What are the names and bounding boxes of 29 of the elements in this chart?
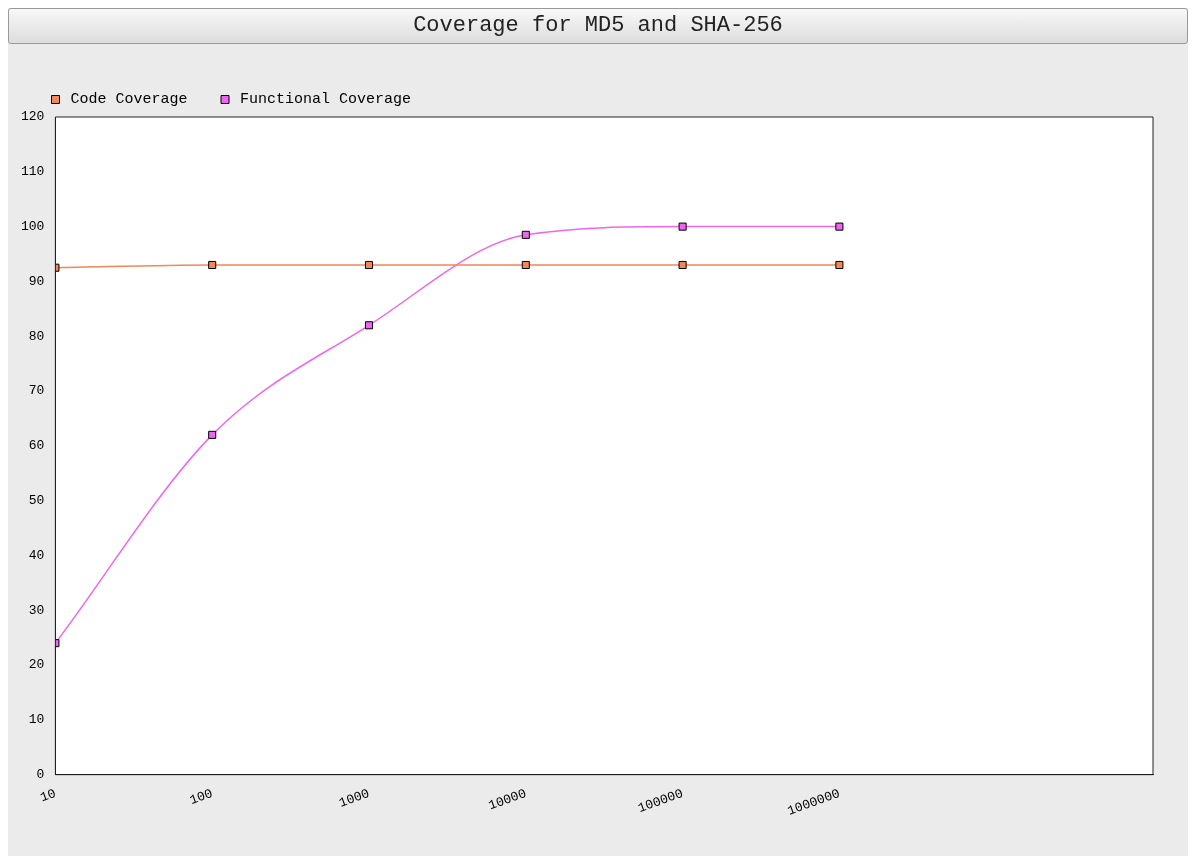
y-tick-label: 50 bbox=[28, 493, 45, 509]
x-tick-label: 1000 bbox=[337, 785, 372, 811]
point bbox=[835, 260, 844, 270]
y-tick-label: 40 bbox=[28, 547, 45, 563]
y-tick-label: 30 bbox=[28, 602, 45, 618]
point bbox=[678, 222, 687, 231]
point bbox=[208, 260, 217, 270]
x-tick-label: 10000 bbox=[486, 785, 529, 814]
y-tick-label: 80 bbox=[28, 328, 45, 344]
x-tick-label: 100 bbox=[187, 785, 215, 808]
y-tick-label: 110 bbox=[21, 164, 45, 180]
point bbox=[521, 230, 530, 239]
y-tick-label: 120 bbox=[21, 109, 45, 125]
y-tick-label: 100 bbox=[21, 219, 45, 235]
y-tick-label: 10 bbox=[28, 712, 45, 728]
point bbox=[364, 321, 374, 330]
y-tick-label: 0 bbox=[36, 767, 45, 783]
point bbox=[678, 260, 687, 270]
y-tick-label: 20 bbox=[28, 657, 45, 673]
chart-title: Coverage for MD5 and SHA-256 bbox=[8, 8, 1188, 44]
y-tick-label: 70 bbox=[28, 383, 45, 399]
point bbox=[521, 260, 530, 270]
point bbox=[208, 430, 217, 439]
legend-label: Functional Coverage bbox=[240, 91, 412, 109]
y-tick-label: 90 bbox=[28, 273, 45, 289]
point bbox=[835, 222, 844, 231]
legend-label: Code Coverage bbox=[70, 91, 188, 109]
point bbox=[364, 260, 374, 270]
y-tick-label: 60 bbox=[28, 438, 45, 454]
